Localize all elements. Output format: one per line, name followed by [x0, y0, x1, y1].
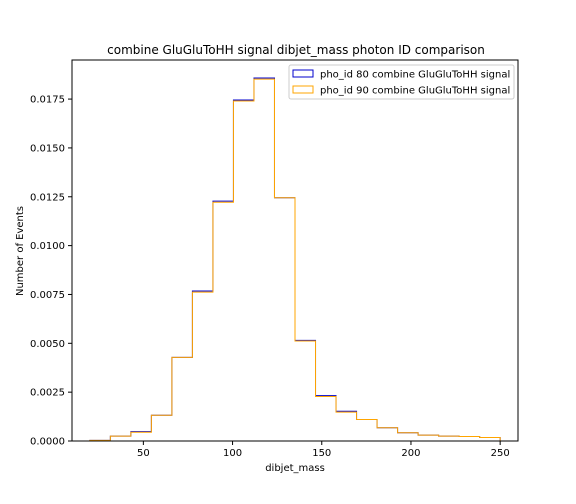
- x-tick-label: 50: [137, 448, 150, 459]
- y-tick-label: 0.0150: [30, 143, 65, 154]
- y-tick-label: 0.0000: [30, 437, 65, 448]
- x-tick-label: 150: [312, 448, 331, 459]
- y-tick-label: 0.0125: [30, 192, 65, 203]
- series-layer: [89, 77, 501, 441]
- plot-frame: [71, 59, 519, 442]
- chart-title: combine GluGluToHH signal dibjet_mass ph…: [107, 43, 485, 57]
- legend: pho_id 80 combine GluGluToHH signal pho_i…: [288, 64, 515, 100]
- y-tick-label: 0.0050: [30, 339, 65, 350]
- y-tick-label: 0.0175: [30, 95, 65, 106]
- x-axis: 50 100 150 200 250: [137, 441, 510, 459]
- y-axis-label: Number of Events: [15, 206, 26, 296]
- legend-label-2: pho_id 90 combine GluGluToHH signal: [320, 86, 510, 97]
- legend-swatch-1: [292, 69, 314, 78]
- legend-swatch-2: [292, 85, 314, 94]
- y-tick-label: 0.0075: [30, 290, 65, 301]
- y-tick-label: 0.0025: [30, 388, 65, 399]
- x-tick-label: 250: [491, 448, 510, 459]
- legend-frame: [288, 64, 515, 100]
- y-tick-label: 0.0100: [30, 241, 65, 252]
- legend-label-1: pho_id 80 combine GluGluToHH signal: [320, 70, 510, 81]
- series-line-2: [89, 78, 501, 441]
- x-axis-label: dibjet_mass: [265, 463, 325, 474]
- x-tick-label: 200: [401, 448, 420, 459]
- x-tick-label: 100: [223, 448, 242, 459]
- y-axis: 0.0000 0.0025 0.0050 0.0075 0.0100 0.0125 0.01…: [30, 95, 72, 448]
